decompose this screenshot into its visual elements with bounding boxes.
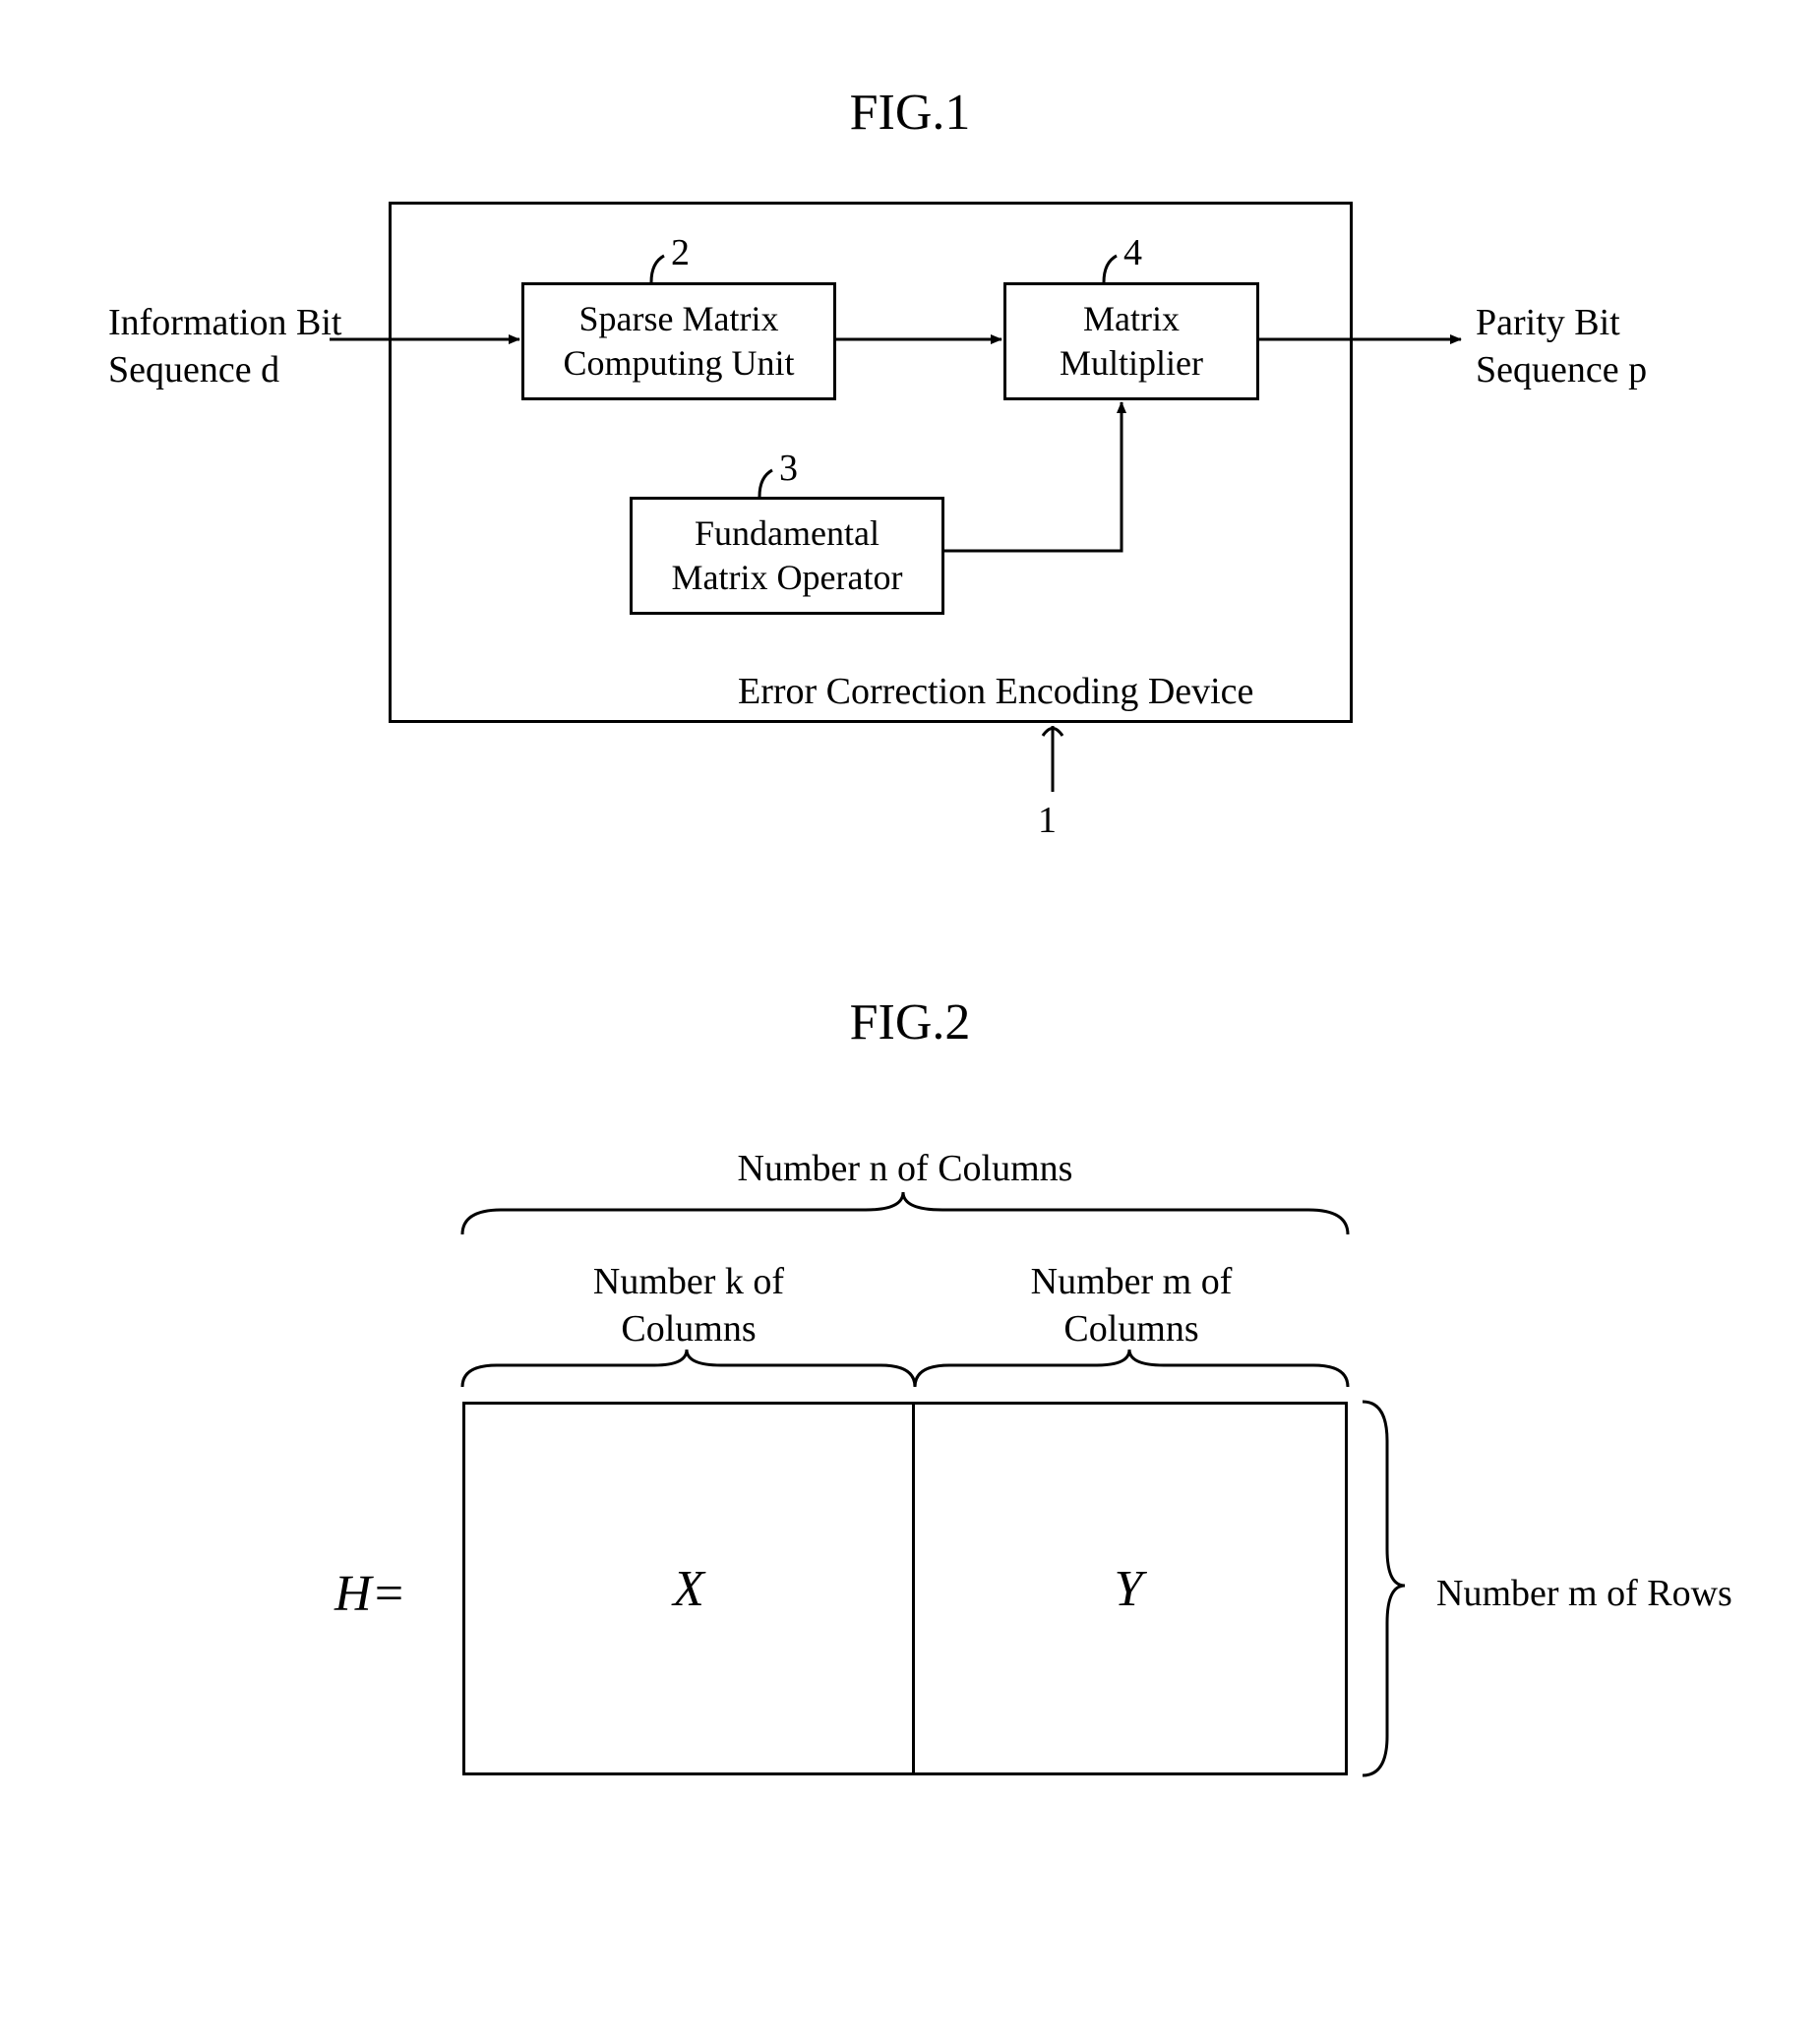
n-columns-text: Number n of Columns xyxy=(738,1146,1073,1193)
n-columns-label: Number n of Columns xyxy=(0,1146,1820,1193)
fundamental-matrix-block: Fundamental Matrix Operator xyxy=(630,497,944,615)
ref-2: 2 xyxy=(671,231,690,274)
input-label-l1: Information Bit xyxy=(108,302,341,343)
ref-1: 1 xyxy=(1038,799,1057,842)
m-columns-l1: Number m of xyxy=(1031,1261,1233,1302)
block3-line1: Fundamental xyxy=(695,511,880,556)
ref-3: 3 xyxy=(779,447,798,490)
device-label: Error Correction Encoding Device xyxy=(738,669,1253,716)
k-columns-l1: Number k of xyxy=(593,1261,784,1302)
output-label-l2: Sequence p xyxy=(1476,349,1647,390)
block2-line1: Sparse Matrix xyxy=(579,297,779,341)
output-label-l1: Parity Bit xyxy=(1476,302,1620,343)
input-label: Information Bit Sequence d xyxy=(108,300,341,393)
block3-line2: Matrix Operator xyxy=(672,556,903,600)
matrix-multiplier-block: Matrix Multiplier xyxy=(1003,282,1259,400)
m-columns-label: Number m of Columns xyxy=(915,1259,1348,1352)
m-rows-label: Number m of Rows xyxy=(1436,1571,1732,1618)
matrix-x-box: X xyxy=(462,1402,915,1775)
k-columns-l2: Columns xyxy=(621,1308,756,1350)
m-columns-l2: Columns xyxy=(1063,1308,1198,1350)
device-border xyxy=(389,202,1353,723)
fig1-title: FIG.1 xyxy=(0,84,1820,142)
ref-4: 4 xyxy=(1123,231,1142,274)
block2-line2: Computing Unit xyxy=(563,341,794,386)
input-label-l2: Sequence d xyxy=(108,349,279,390)
k-columns-label: Number k of Columns xyxy=(462,1259,915,1352)
matrix-y-label: Y xyxy=(1115,1560,1143,1618)
matrix-x-label: X xyxy=(673,1560,704,1618)
h-equals-label: H= xyxy=(334,1562,406,1626)
block4-line2: Multiplier xyxy=(1060,341,1203,386)
fig2-title: FIG.2 xyxy=(0,993,1820,1051)
matrix-y-box: Y xyxy=(912,1402,1348,1775)
block4-line1: Matrix xyxy=(1083,297,1180,341)
sparse-matrix-block: Sparse Matrix Computing Unit xyxy=(521,282,836,400)
output-label: Parity Bit Sequence p xyxy=(1476,300,1647,393)
